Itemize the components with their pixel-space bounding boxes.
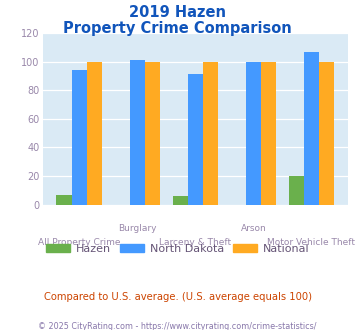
Text: Burglary: Burglary	[118, 224, 157, 233]
Bar	[87, 62, 102, 205]
Text: © 2025 CityRating.com - https://www.cityrating.com/crime-statistics/: © 2025 CityRating.com - https://www.city…	[38, 322, 317, 330]
Text: All Property Crime: All Property Crime	[38, 238, 120, 247]
Text: Compared to U.S. average. (U.S. average equals 100): Compared to U.S. average. (U.S. average …	[44, 292, 311, 302]
Bar	[319, 62, 334, 205]
Bar	[261, 62, 276, 205]
Bar	[72, 70, 87, 205]
Text: Motor Vehicle Theft: Motor Vehicle Theft	[267, 238, 355, 247]
Bar	[130, 60, 145, 205]
Text: Property Crime Comparison: Property Crime Comparison	[63, 21, 292, 36]
Bar	[56, 195, 72, 205]
Bar	[246, 62, 261, 205]
Bar	[289, 176, 304, 205]
Bar	[173, 196, 188, 205]
Text: Arson: Arson	[240, 224, 266, 233]
Bar	[188, 75, 203, 205]
Bar	[304, 51, 319, 205]
Text: 2019 Hazen: 2019 Hazen	[129, 5, 226, 20]
Bar	[145, 62, 160, 205]
Legend: Hazen, North Dakota, National: Hazen, North Dakota, National	[41, 240, 314, 258]
Text: Larceny & Theft: Larceny & Theft	[159, 238, 231, 247]
Bar	[203, 62, 218, 205]
